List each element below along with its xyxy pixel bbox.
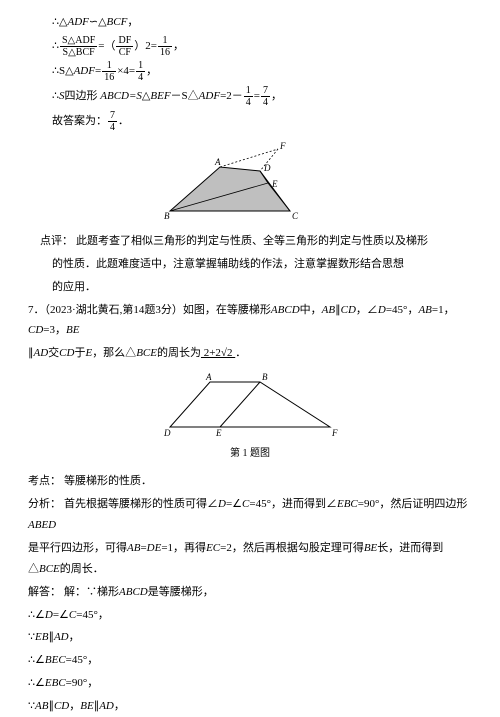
label-e2: E: [215, 428, 222, 438]
label-d2: D: [163, 428, 171, 438]
deriv-line-5: 故答案为：74．: [28, 110, 472, 133]
trapezoid-diagram: A B D E F: [150, 372, 350, 442]
fenxi-line-2: 是平行四边形，可得AB=DE=1，再得EC=2，然后再根据勾股定理可得BE长，进…: [28, 538, 472, 580]
step-4: ∴∠EBC=90°，: [28, 673, 472, 694]
label-f: F: [279, 141, 286, 151]
deriv-line-3: ∴S△ADF=116×4=14，: [28, 60, 472, 83]
triangle-diagram-1: A B C D E F: [160, 141, 340, 223]
kaodian-label: 考点：: [28, 471, 64, 492]
commentary-line-2: 的性质．此题难度适中，注意掌握辅助线的作法，注意掌握数形结合思想: [28, 254, 472, 275]
commentary-line-1: 点评：此题考查了相似三角形的判定与性质、全等三角形的判定与性质以及梯形: [28, 231, 472, 252]
fenxi-line-1: 分析：首先根据等腰梯形的性质可得∠D=∠C=45°，进而得到∠EBC=90°，然…: [28, 494, 472, 536]
q7-line-1: 7．（2023·湖北黄石,第14题3分）如图，在等腰梯形ABCD中，AB∥CD，…: [28, 300, 472, 342]
jieda-label: 解答：: [28, 582, 64, 603]
figure-2: A B D E F 第 1 题图: [28, 372, 472, 463]
q7-line-2: ∥AD交CD于E，那么△BCE的周长为 2+2√2 ．: [28, 343, 472, 364]
label-b2: B: [262, 372, 268, 382]
commentary-line-3: 的应用．: [28, 277, 472, 298]
label-e: E: [271, 179, 278, 189]
deriv-line-4: ∴S四边形 ABCD=S△BEF－S△ADF=2－14=74，: [28, 85, 472, 108]
fenxi-label: 分析：: [28, 494, 64, 515]
deriv-line-2: ∴S△ADFS△BCF=（DFCF）2=116，: [28, 35, 472, 58]
label-f2: F: [331, 428, 338, 438]
label-c: C: [292, 211, 299, 221]
jieda-line: 解答：解：∵梯形ABCD是等腰梯形，: [28, 582, 472, 603]
step-5: ∵AB∥CD，BE∥AD，: [28, 696, 472, 717]
label-d: D: [263, 163, 271, 173]
step-2: ∵EB∥AD，: [28, 627, 472, 648]
commentary-label: 点评：: [40, 231, 76, 252]
figure-2-caption: 第 1 题图: [28, 444, 472, 463]
q7-answer: 2+2√2: [201, 347, 235, 359]
label-b: B: [164, 211, 170, 221]
step-1: ∴∠D=∠C=45°，: [28, 605, 472, 626]
figure-1: A B C D E F: [28, 141, 472, 223]
step-3: ∴∠BEC=45°，: [28, 650, 472, 671]
kaodian-line: 考点：等腰梯形的性质．: [28, 471, 472, 492]
label-a2: A: [205, 372, 212, 382]
deriv-line-1: ∴△ADF∽△BCF，: [28, 12, 472, 33]
label-a: A: [214, 157, 221, 167]
